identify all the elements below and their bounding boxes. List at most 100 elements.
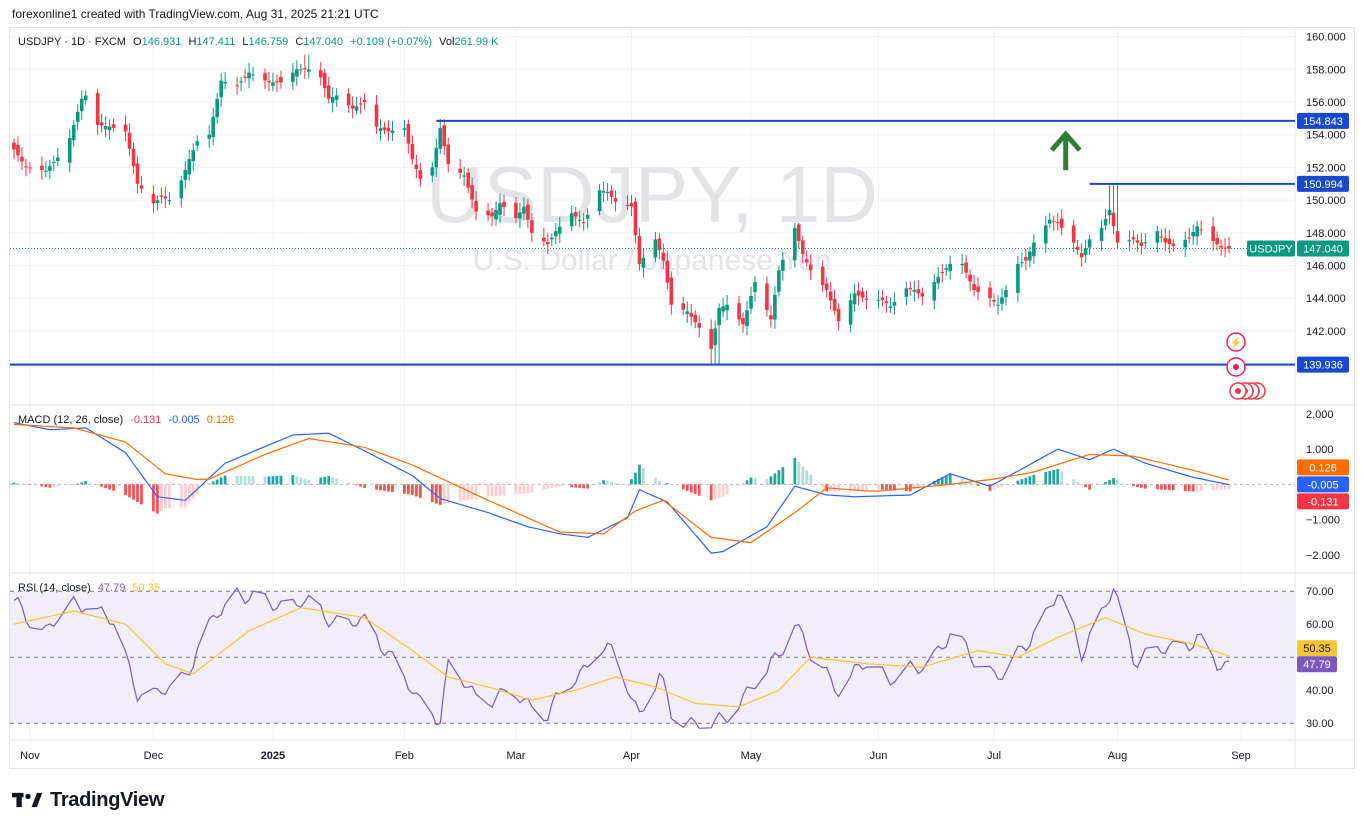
legend-symbol[interactable]: USDJPY · 1D · FXCM <box>18 36 126 48</box>
macd-histogram-bar <box>219 477 223 485</box>
candle-body <box>414 164 419 170</box>
candle-body <box>876 299 881 301</box>
time-tick-label: Apr <box>623 750 640 762</box>
macd-histogram-bar <box>1044 471 1048 485</box>
macd-histogram-bar <box>805 470 809 485</box>
macd-histogram-bar <box>40 484 44 487</box>
macd-histogram-bar <box>44 484 48 488</box>
target-icon-dot <box>1233 364 1239 370</box>
macd-histogram-bar <box>1016 480 1020 485</box>
macd-histogram-bar <box>1140 484 1143 488</box>
macd-histogram-bar <box>940 477 944 485</box>
legend-close: C147.040 <box>295 36 344 48</box>
macd-histogram-bar <box>693 484 697 495</box>
tradingview-logo[interactable]: TradingView <box>12 787 164 813</box>
macd-histogram-bar <box>299 477 303 485</box>
candle-body <box>605 191 610 194</box>
last-price-label: 147.040 <box>1303 243 1343 255</box>
candle-body <box>299 69 303 71</box>
macd-histogram-bar <box>1183 484 1187 491</box>
rsi-tick-label: 70.00 <box>1306 586 1334 598</box>
candle-body <box>271 82 275 86</box>
candle-body <box>1227 245 1231 249</box>
price-tick-label: 156.000 <box>1306 97 1346 109</box>
candle-body <box>725 304 729 311</box>
candle-body <box>243 76 247 78</box>
macd-histogram-bar <box>558 484 562 487</box>
macd-histogram-bar <box>466 484 470 501</box>
candle-body <box>303 68 307 70</box>
macd-histogram-bar <box>494 484 498 497</box>
candle-body <box>514 202 518 219</box>
macd-histogram-bar <box>319 477 323 485</box>
macd-histogram-bar <box>1191 484 1195 492</box>
candle-body <box>502 201 506 208</box>
level-price-label-bg <box>1297 356 1349 373</box>
macd-histogram-bar <box>992 484 996 490</box>
macd-histogram-bar <box>1143 484 1147 489</box>
macd-histogram-bar <box>889 484 892 491</box>
macd-histogram-bar <box>1052 469 1056 485</box>
candle-body <box>988 287 992 299</box>
candle-body <box>709 329 713 349</box>
macd-histogram-bar <box>570 484 574 488</box>
candle-body <box>1099 227 1104 241</box>
candle-body <box>976 286 980 293</box>
candle-body <box>769 315 773 320</box>
macd-histogram-bar <box>458 484 462 502</box>
macd-histogram-bar <box>554 484 558 488</box>
candle-body <box>916 289 921 294</box>
macd-histogram-bar <box>1136 484 1139 487</box>
candle-body <box>888 306 893 308</box>
candle-body <box>550 237 554 240</box>
candle-body <box>490 212 494 217</box>
rsi-legend-title[interactable]: RSI (14, close) <box>18 582 91 594</box>
macd-histogram-bar <box>80 482 84 485</box>
legend-open: O146.931 <box>133 36 182 48</box>
rsi-legend-value: 47.79 <box>97 582 126 594</box>
candle-body <box>960 263 964 266</box>
candle-body <box>1143 242 1148 244</box>
macd-histogram-bar <box>1108 480 1111 485</box>
candle-body <box>183 169 188 181</box>
candle-body <box>557 226 562 234</box>
macd-legend-title[interactable]: MACD (12, 26, close) <box>18 414 124 426</box>
macd-histogram-bar <box>741 483 745 485</box>
macd-histogram-bar <box>1132 484 1135 487</box>
macd-histogram-bar <box>446 484 450 504</box>
candle-body <box>40 165 44 171</box>
macd-histogram-bar <box>542 484 546 490</box>
candle-body <box>1183 239 1188 248</box>
candle-body <box>689 313 694 317</box>
legend-change: +0.109 (+0.07%) <box>350 36 433 48</box>
candle-body <box>215 98 219 118</box>
macd-tick-label: −2.000 <box>1306 550 1340 562</box>
macd-histogram-bar <box>136 484 139 503</box>
macd-histogram-bar <box>793 457 797 485</box>
candle-body <box>765 283 769 311</box>
macd-histogram-bar <box>1219 484 1223 490</box>
price-tick-label: 152.000 <box>1306 162 1346 174</box>
candle-body <box>597 190 602 212</box>
legend-low: L146.759 <box>242 36 289 48</box>
macd-histogram-bar <box>1128 484 1131 485</box>
macd-histogram-bar <box>414 484 418 497</box>
macd-histogram-bar <box>247 476 251 485</box>
macd-histogram-bar <box>849 484 852 492</box>
price-legend: USDJPY · 1D · FXCM O146.931 H147.411 L14… <box>18 36 503 48</box>
macd-histogram-bar <box>1020 479 1024 485</box>
rsi-value-label: 47.79 <box>1303 659 1331 671</box>
macd-histogram-bar <box>877 484 880 490</box>
candle-body <box>1024 257 1028 261</box>
candle-body <box>1043 225 1048 244</box>
macd-histogram-bar <box>598 482 602 485</box>
header-attribution: forexonline1 created with TradingView.co… <box>12 7 379 21</box>
candle-body <box>470 185 474 200</box>
macd-histogram-bar <box>885 484 888 490</box>
candle-body <box>992 300 996 302</box>
macd-histogram-bar <box>821 484 825 488</box>
candle-body <box>1071 225 1076 243</box>
macd-histogram-bar <box>1155 484 1159 490</box>
candle-body <box>522 206 526 214</box>
